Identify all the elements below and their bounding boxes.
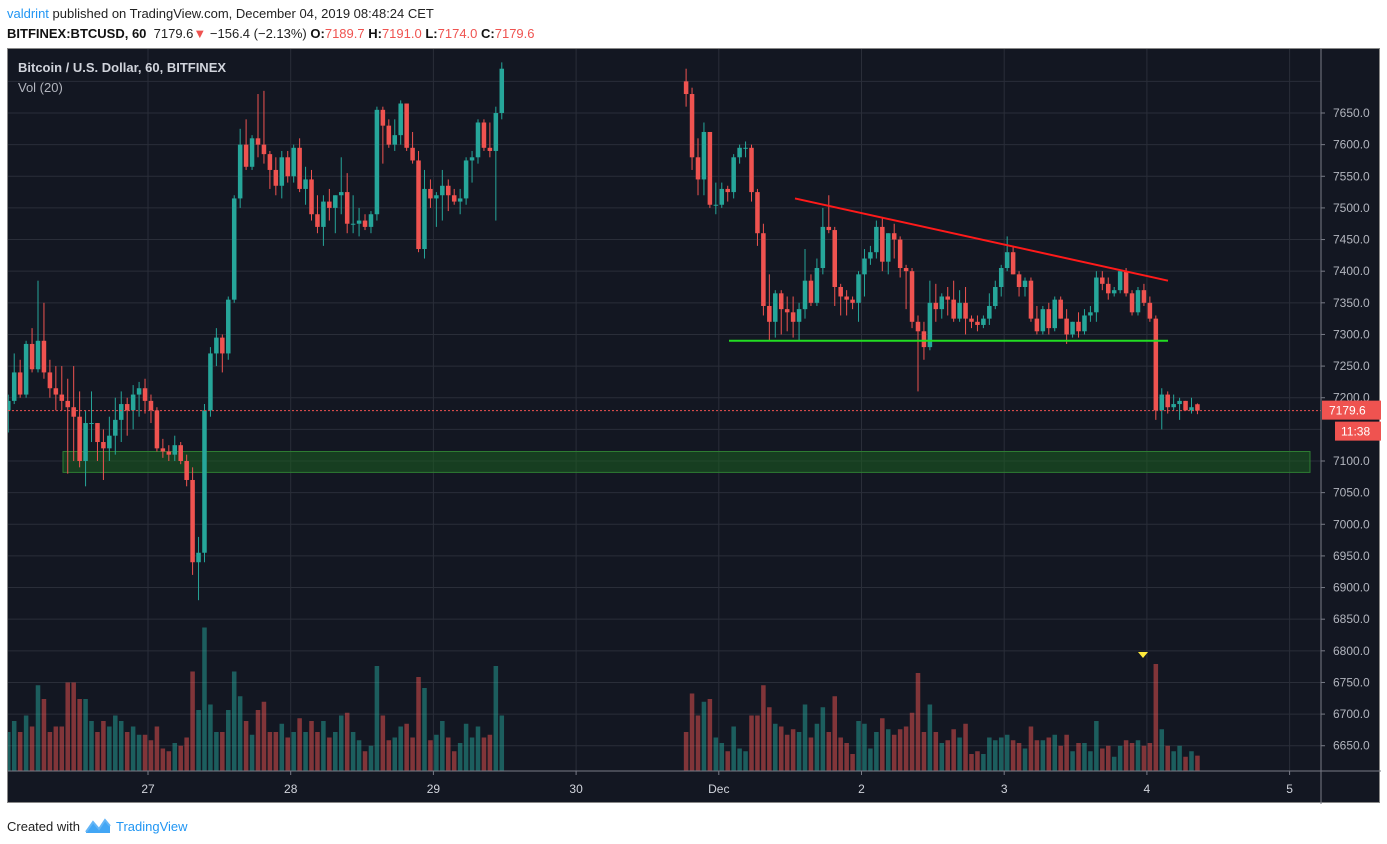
published-text: published on TradingView.com, December 0… <box>52 6 434 21</box>
chart-panel[interactable]: 6650.0 6700.0 6750.0 6800.0 6850.0 6900.0 6950… <box>7 48 1381 804</box>
svg-text:4: 4 <box>1144 782 1151 796</box>
volume-spike-marker <box>1138 652 1148 658</box>
high-value: 7191.0 <box>381 26 422 41</box>
demand-zone <box>62 451 1311 473</box>
created-with-text: Created with <box>7 818 80 834</box>
svg-text:6950.0: 6950.0 <box>1333 549 1370 563</box>
svg-text:5: 5 <box>1286 782 1293 796</box>
symbol-info: BITFINEX:BTCUSD, 60 7179.6▼ −156.4 (−2.1… <box>7 26 535 41</box>
svg-text:7179.6: 7179.6 <box>1329 404 1366 418</box>
svg-text:7300.0: 7300.0 <box>1333 327 1370 341</box>
symbol-label: BITFINEX:BTCUSD, 60 <box>7 26 147 41</box>
last-price: 7179.6 <box>153 26 194 41</box>
svg-text:28: 28 <box>284 782 298 796</box>
svg-text:6700.0: 6700.0 <box>1333 707 1370 721</box>
svg-text:30: 30 <box>569 782 583 796</box>
open-value: 7189.7 <box>324 26 365 41</box>
svg-text:11:38: 11:38 <box>1341 425 1370 439</box>
down-arrow-icon: ▼ <box>193 26 207 41</box>
low-value: 7174.0 <box>437 26 478 41</box>
svg-text:2: 2 <box>858 782 865 796</box>
chart-title: Bitcoin / U.S. Dollar, 60, BITFINEX <box>18 60 227 75</box>
resistance-trendline <box>794 197 1169 282</box>
svg-text:7350.0: 7350.0 <box>1333 296 1370 310</box>
svg-text:Dec: Dec <box>708 782 729 796</box>
svg-text:7500.0: 7500.0 <box>1333 201 1370 215</box>
candlestick-chart[interactable]: 6650.0 6700.0 6750.0 6800.0 6850.0 6900.0 6950… <box>8 49 1381 804</box>
footer: Created with TradingView <box>7 817 188 835</box>
svg-text:6750.0: 6750.0 <box>1333 675 1370 689</box>
svg-text:7400.0: 7400.0 <box>1333 264 1370 278</box>
tradingview-logo-icon <box>85 818 111 833</box>
svg-text:7550.0: 7550.0 <box>1333 169 1370 183</box>
svg-text:7050.0: 7050.0 <box>1333 486 1370 500</box>
last-price-badge <box>1322 400 1381 420</box>
svg-text:3: 3 <box>1001 782 1008 796</box>
price-change: −156.4 (−2.13%) <box>209 26 307 41</box>
tradingview-link[interactable]: TradingView <box>115 818 188 834</box>
close-value: 7179.6 <box>494 26 535 41</box>
svg-text:6650.0: 6650.0 <box>1333 739 1370 753</box>
svg-text:27: 27 <box>141 782 155 796</box>
svg-text:7650.0: 7650.0 <box>1333 106 1370 120</box>
svg-text:7250.0: 7250.0 <box>1333 359 1370 373</box>
volume-indicator-label[interactable]: Vol (20) <box>18 80 63 95</box>
svg-text:7450.0: 7450.0 <box>1333 233 1370 247</box>
svg-text:7600.0: 7600.0 <box>1333 138 1370 152</box>
svg-text:6850.0: 6850.0 <box>1333 612 1370 626</box>
author-link[interactable]: valdrint <box>7 6 49 21</box>
countdown-badge <box>1335 421 1381 441</box>
svg-text:29: 29 <box>427 782 441 796</box>
svg-text:6900.0: 6900.0 <box>1333 581 1370 595</box>
svg-text:6800.0: 6800.0 <box>1333 644 1370 658</box>
publish-info: valdrint published on TradingView.com, D… <box>7 6 434 21</box>
svg-text:7000.0: 7000.0 <box>1333 517 1370 531</box>
svg-text:7100.0: 7100.0 <box>1333 454 1370 468</box>
